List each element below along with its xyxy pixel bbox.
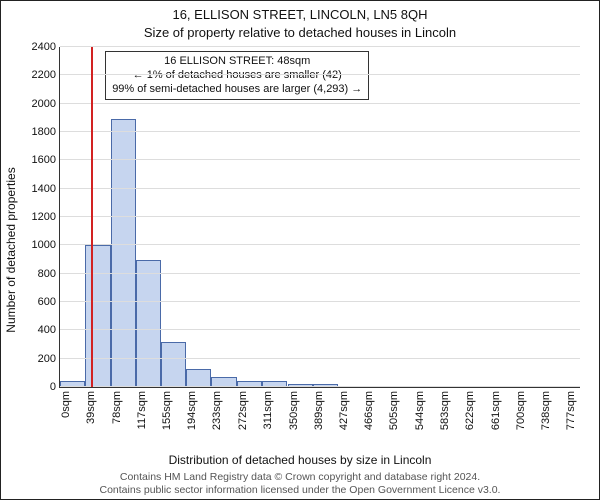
histogram-bar: [136, 260, 161, 388]
gridline: [60, 188, 580, 189]
plot-area: 16 ELLISON STREET: 48sqm ← 1% of detache…: [59, 47, 580, 388]
histogram-bar: [85, 245, 110, 387]
gridline: [60, 386, 580, 387]
gridline: [60, 159, 580, 160]
chart-container: 16, ELLISON STREET, LINCOLN, LN5 8QH Siz…: [0, 0, 600, 500]
x-tick-label: 661sqm: [490, 391, 502, 430]
y-tick-label: 2000: [32, 98, 56, 110]
x-tick-label: 272sqm: [237, 391, 249, 430]
gridline: [60, 244, 580, 245]
gridline: [60, 131, 580, 132]
gridline: [60, 273, 580, 274]
annotation-box: 16 ELLISON STREET: 48sqm ← 1% of detache…: [105, 51, 369, 100]
x-tick-label: 155sqm: [161, 391, 173, 430]
x-tick-label: 194sqm: [186, 391, 198, 430]
gridline: [60, 46, 580, 47]
x-tick-label: 700sqm: [515, 391, 527, 430]
x-tick-label: 427sqm: [338, 391, 350, 430]
gridline: [60, 74, 580, 75]
title-subtitle: Size of property relative to detached ho…: [1, 25, 599, 40]
y-tick-label: 1600: [32, 154, 56, 166]
gridline: [60, 329, 580, 330]
gridline: [60, 103, 580, 104]
x-tick-label: 622sqm: [464, 391, 476, 430]
y-tick-label: 1000: [32, 239, 56, 251]
subject-marker-line: [91, 47, 93, 387]
x-tick-label: 738sqm: [540, 391, 552, 430]
histogram-bar: [186, 369, 211, 387]
y-tick-label: 2200: [32, 69, 56, 81]
y-tick-label: 600: [38, 296, 56, 308]
y-tick-label: 1200: [32, 211, 56, 223]
gridline: [60, 216, 580, 217]
y-tick-label: 400: [38, 324, 56, 336]
x-tick-label: 39sqm: [85, 391, 97, 424]
x-tick-label: 505sqm: [388, 391, 400, 430]
x-tick-label: 0sqm: [60, 391, 72, 418]
x-tick-label: 78sqm: [111, 391, 123, 424]
x-tick-label: 466sqm: [363, 391, 375, 430]
footer-copyright-1: Contains HM Land Registry data © Crown c…: [1, 471, 599, 483]
gridline: [60, 301, 580, 302]
x-tick-label: 777sqm: [565, 391, 577, 430]
histogram-bar: [161, 342, 186, 387]
x-tick-label: 583sqm: [439, 391, 451, 430]
y-tick-label: 200: [38, 353, 56, 365]
x-tick-label: 117sqm: [136, 391, 148, 429]
y-tick-label: 0: [50, 381, 56, 393]
x-tick-label: 233sqm: [211, 391, 223, 430]
y-tick-label: 2400: [32, 41, 56, 53]
x-tick-label: 311sqm: [262, 391, 274, 429]
y-tick-label: 1800: [32, 126, 56, 138]
title-address: 16, ELLISON STREET, LINCOLN, LN5 8QH: [1, 7, 599, 22]
y-axis-label: Number of detached properties: [4, 167, 18, 332]
y-tick-label: 1400: [32, 183, 56, 195]
annotation-line-3: 99% of semi-detached houses are larger (…: [112, 83, 362, 97]
x-axis-label: Distribution of detached houses by size …: [1, 453, 599, 467]
y-tick-label: 800: [38, 268, 56, 280]
x-tick-label: 350sqm: [288, 391, 300, 430]
annotation-line-2: ← 1% of detached houses are smaller (42): [112, 69, 362, 83]
footer-copyright-2: Contains public sector information licen…: [1, 484, 599, 496]
x-tick-label: 389sqm: [313, 391, 325, 430]
x-tick-label: 544sqm: [414, 391, 426, 430]
annotation-line-1: 16 ELLISON STREET: 48sqm: [112, 55, 362, 69]
gridline: [60, 358, 580, 359]
